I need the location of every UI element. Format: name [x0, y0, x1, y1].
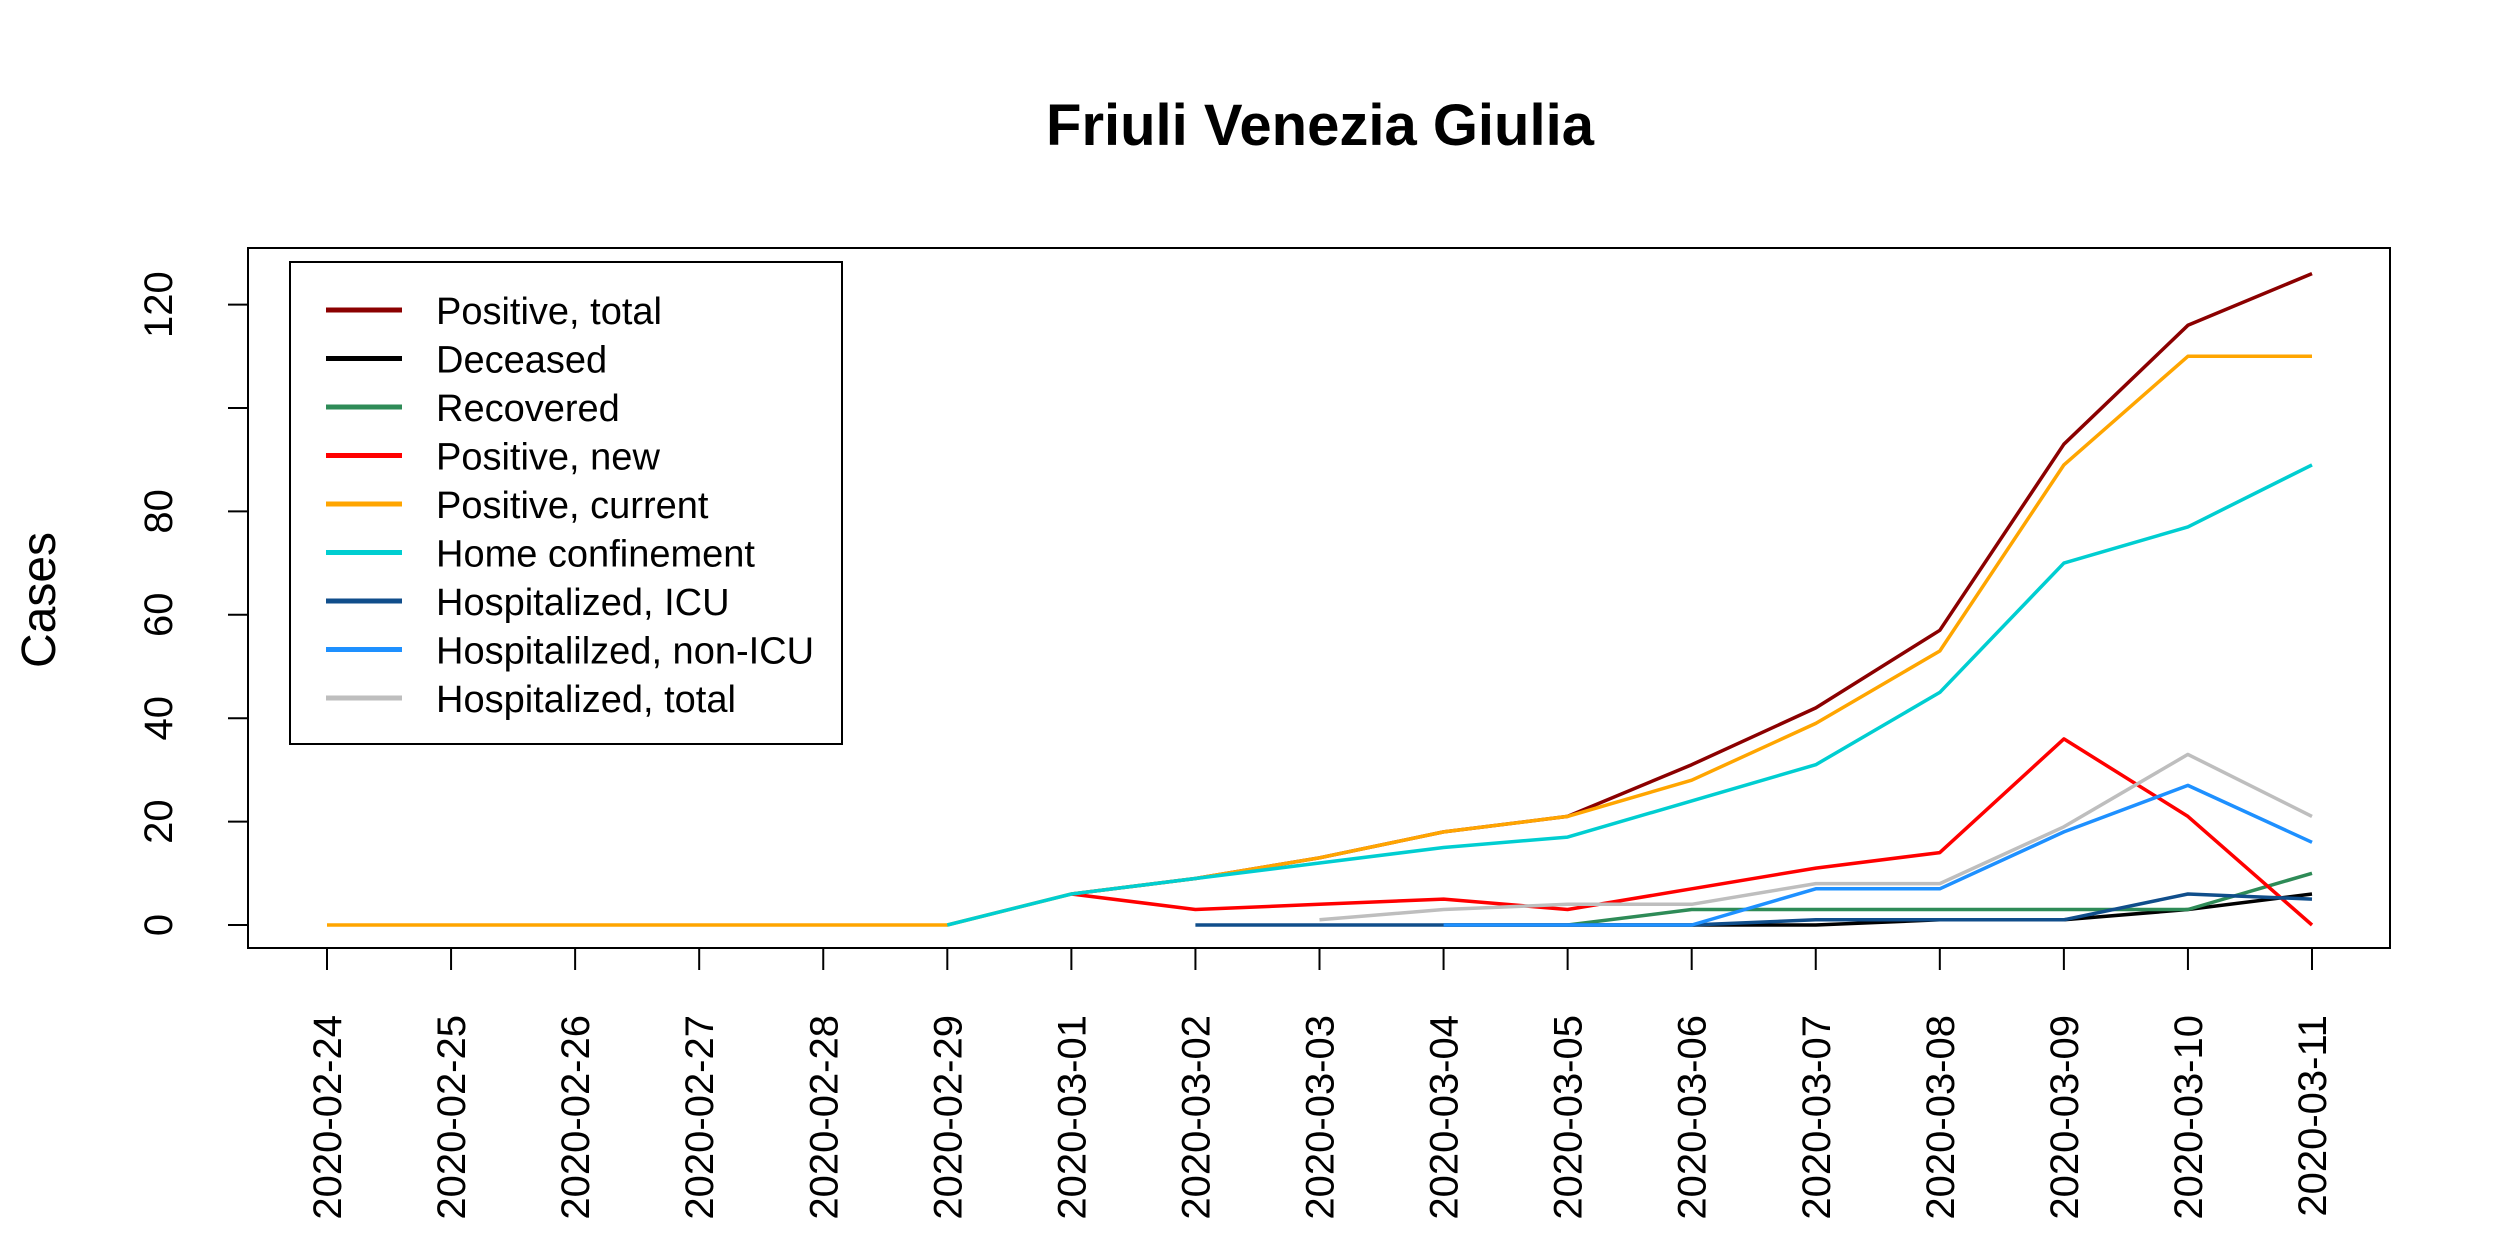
y-axis-label: Cases [13, 532, 66, 668]
series-line-6 [946, 463, 2313, 927]
series-line-4 [1071, 737, 2314, 927]
x-tick-label: 2020-03-08 [1919, 1015, 1963, 1220]
series-layer [327, 271, 2314, 927]
x-tick-label: 2020-03-06 [1671, 1015, 1715, 1220]
y-tick-label: 20 [137, 799, 181, 844]
chart-title: Friuli Venezia Giulia [1046, 93, 1595, 158]
x-tick-label: 2020-03-02 [1174, 1015, 1218, 1220]
legend-label: Deceased [436, 340, 607, 382]
x-tick-label: 2020-03-11 [2291, 1015, 2335, 1217]
x-axis: 2020-02-24 2020-02-25 2020-02-26 2020-02-27… [306, 947, 2335, 1220]
y-tick-label: 80 [137, 489, 181, 534]
x-tick-label: 2020-03-09 [2043, 1015, 2087, 1220]
series-line-8 [1443, 783, 2313, 927]
legend-label: Hospitalilzed, non-ICU [436, 631, 814, 673]
legend-label: Positive, current [436, 485, 709, 527]
x-tick-label: 2020-02-25 [430, 1015, 474, 1220]
legend-label: Recovered [436, 388, 620, 430]
series-line-5 [327, 354, 2312, 927]
x-tick-label: 2020-02-29 [926, 1015, 970, 1220]
series-line-9 [1319, 752, 2313, 922]
y-tick-label: 120 [137, 271, 181, 338]
x-tick-label: 2020-03-01 [1050, 1015, 1094, 1220]
x-tick-label: 2020-03-03 [1299, 1015, 1343, 1220]
x-tick-label: 2020-02-28 [802, 1015, 846, 1220]
x-tick-label: 2020-02-26 [554, 1015, 598, 1220]
x-tick-label: 2020-03-07 [1795, 1015, 1839, 1220]
x-tick-label: 2020-03-04 [1423, 1015, 1467, 1220]
y-tick-label: 0 [137, 914, 181, 936]
legend-label: Positive, total [436, 291, 662, 333]
legend-label: Positive, new [436, 437, 660, 479]
legend-label: Hospitalized, total [436, 679, 736, 721]
x-tick-label: 2020-03-05 [1547, 1015, 1591, 1220]
x-tick-label: 2020-03-10 [2167, 1015, 2211, 1220]
series-line-7 [1195, 892, 2313, 927]
x-tick-label: 2020-02-27 [678, 1015, 722, 1220]
x-tick-label: 2020-02-24 [306, 1015, 350, 1220]
y-tick-label: 40 [137, 696, 181, 741]
series-line-3 [1567, 871, 2313, 927]
y-tick-label: 60 [137, 593, 181, 638]
legend: Positive, total Deceased Recovered Positive… [289, 261, 843, 745]
y-axis: 0 20 40 60 80 120 [137, 271, 249, 936]
legend-label: Home confinement [436, 534, 755, 576]
legend-label: Hospitalized, ICU [436, 582, 730, 624]
